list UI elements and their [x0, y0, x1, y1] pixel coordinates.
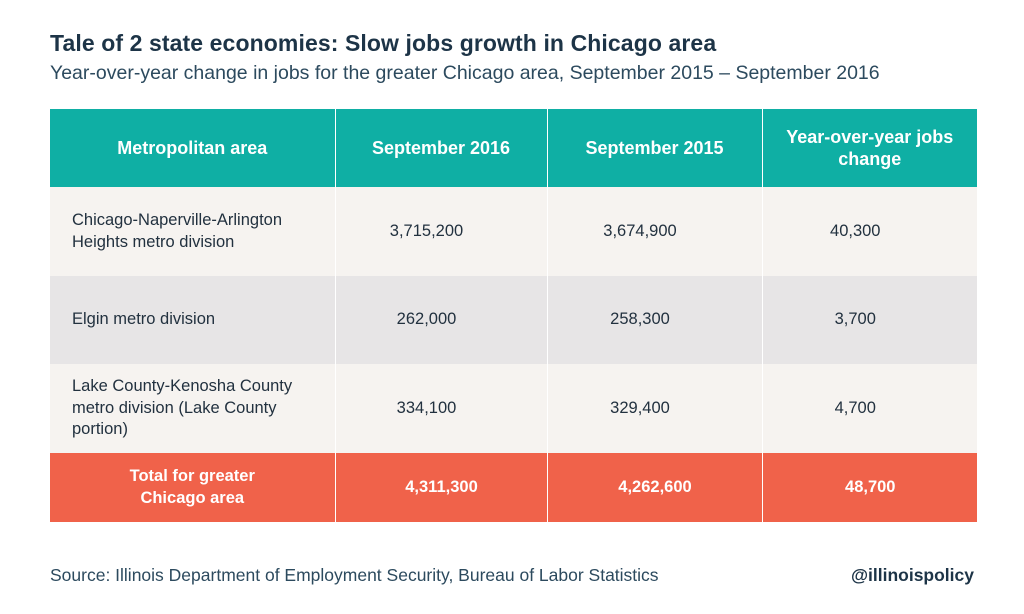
- sep-2016-cell: 3,715,200: [335, 187, 548, 276]
- chart-subtitle: Year-over-year change in jobs for the gr…: [50, 62, 880, 84]
- metro-area-cell: Chicago-Naperville-Arlington Heights met…: [50, 187, 336, 276]
- total-sep-2015-cell: 4,262,600: [547, 453, 763, 522]
- jobs-table: Metropolitan area September 2016 Septemb…: [50, 109, 977, 522]
- jobs-change-cell: 4,700: [762, 364, 977, 453]
- metro-area-cell: Elgin metro division: [50, 276, 336, 364]
- column-header-sep-2016: September 2016: [335, 109, 548, 187]
- social-handle: @illinoispolicy: [850, 565, 974, 585]
- total-sep-2016-cell: 4,311,300: [335, 453, 548, 522]
- total-jobs-change-cell: 48,700: [762, 453, 977, 522]
- column-header-metro-area: Metropolitan area: [50, 109, 336, 187]
- sep-2016-cell: 334,100: [335, 364, 548, 453]
- sep-2015-cell: 3,674,900: [547, 187, 763, 276]
- sep-2015-cell: 258,300: [547, 276, 763, 364]
- total-label: Total for greater Chicago area: [129, 467, 255, 507]
- column-header-jobs-change: Year-over-year jobs change: [762, 109, 977, 187]
- table-header-row: Metropolitan area September 2016 Septemb…: [50, 109, 977, 187]
- source-note: Source: Illinois Department of Employmen…: [50, 565, 659, 585]
- jobs-change-cell: 40,300: [762, 187, 977, 276]
- table-row: Chicago-Naperville-Arlington Heights met…: [50, 187, 977, 276]
- column-header-sep-2015: September 2015: [547, 109, 763, 187]
- table-row: Lake County-Kenosha County metro divisio…: [50, 364, 977, 453]
- table-row: Elgin metro division 262,000 258,300 3,7…: [50, 276, 977, 364]
- total-label-cell: Total for greater Chicago area: [50, 453, 336, 522]
- sep-2015-cell: 329,400: [547, 364, 763, 453]
- chart-title: Tale of 2 state economies: Slow jobs gro…: [50, 30, 717, 56]
- metro-area-cell: Lake County-Kenosha County metro divisio…: [50, 364, 336, 453]
- jobs-change-cell: 3,700: [762, 276, 977, 364]
- total-row: Total for greater Chicago area 4,311,300…: [50, 453, 977, 522]
- sep-2016-cell: 262,000: [335, 276, 548, 364]
